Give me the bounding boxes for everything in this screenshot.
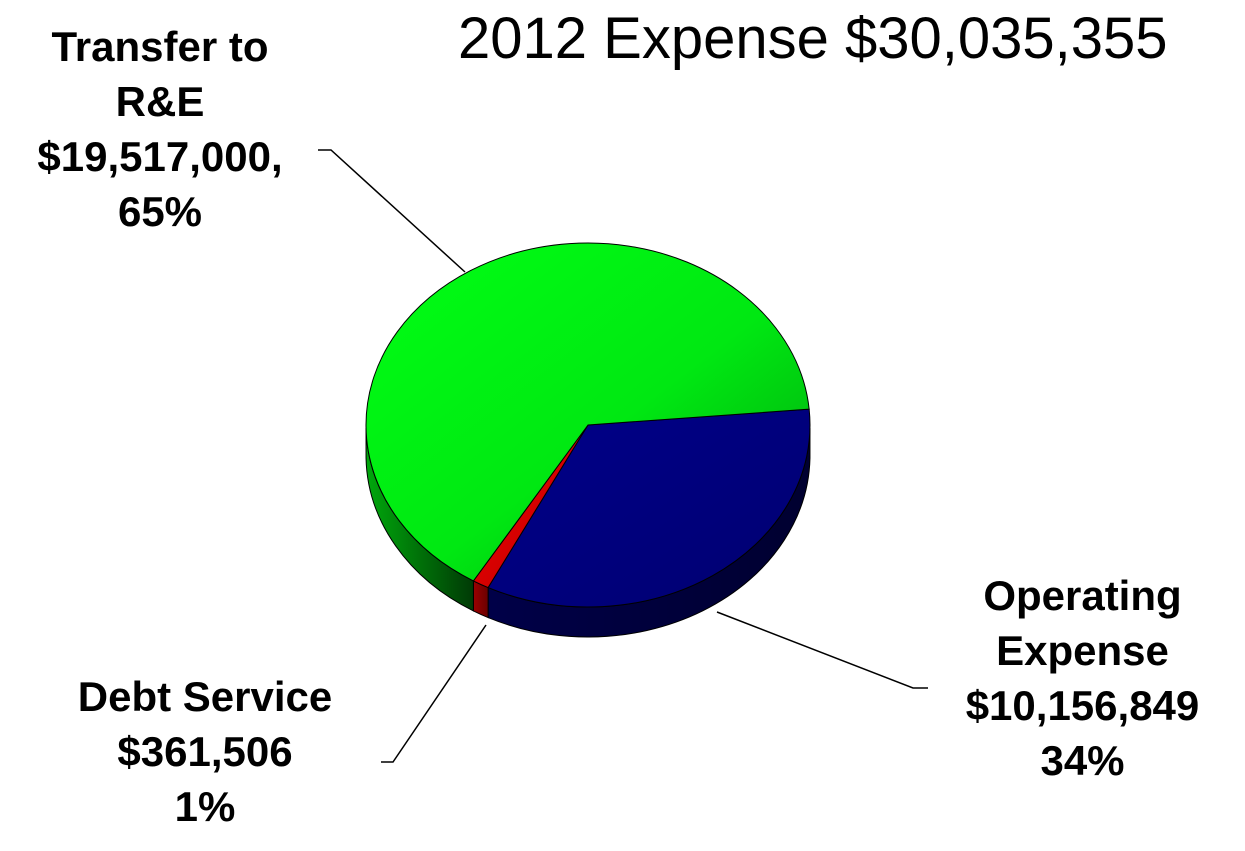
chart-title: 2012 Expense $30,035,355 [458,6,1168,71]
slice-label-line: $361,506 [117,728,293,775]
pie-slice-transfer [365,242,810,582]
slice-label-line: R&E [115,78,205,125]
slice-label-line: 65% [117,188,203,235]
pie-sides [365,427,811,638]
leader-line-debt [381,624,487,763]
leader-line-transfer [318,149,466,273]
slice-label-operating: Operating Expense $10,156,849 34% [930,568,1235,788]
pie-slice-operating [487,408,811,608]
pie-tops [365,242,811,608]
slice-label-line: $10,156,849 [965,682,1200,729]
leader-line-operating [716,611,928,689]
slice-label-line: Transfer to [51,23,269,70]
slice-label-line: 1% [174,783,236,830]
slice-label-debt: Debt Service $361,506 1% [40,669,370,834]
slice-label-line: Expense [996,627,1169,674]
slice-label-line: 34% [1040,737,1125,784]
leader-lines [318,149,928,763]
slice-label-line: Operating [983,572,1182,619]
slice-label-line: Debt Service [77,673,333,720]
slice-label-line: $19,517,000, [37,133,283,180]
slice-label-transfer: Transfer to R&E $19,517,000, 65% [10,19,310,239]
